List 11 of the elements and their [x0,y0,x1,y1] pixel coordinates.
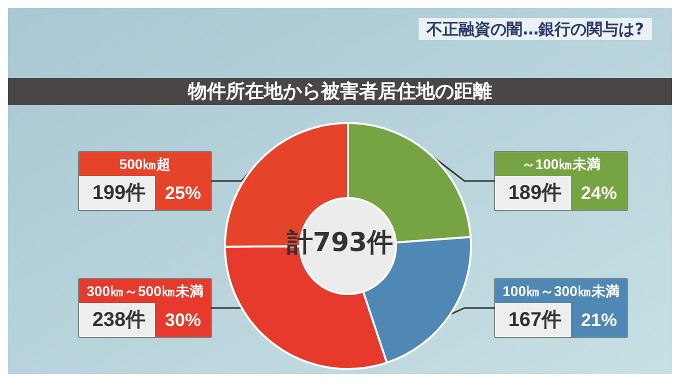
data-label: 189件 24% [508,182,618,204]
data-label: 199件 25% [92,182,202,204]
text: 不正融資の闇…銀行の関与は? [426,20,644,38]
data-label: 238件 30% [92,309,202,331]
slice-label: 500㎞超 [119,156,171,172]
data-label: 167件 21% [508,309,618,331]
slice-label: 100㎞～300㎞未満 [502,283,620,299]
slice-label: 300㎞～500㎞未満 [86,283,204,299]
slice-label: ～100㎞未満 [521,156,601,172]
text: 計793件 [286,228,394,258]
chart-title: 物件所在地から被害者居住地の距離 [187,80,492,102]
